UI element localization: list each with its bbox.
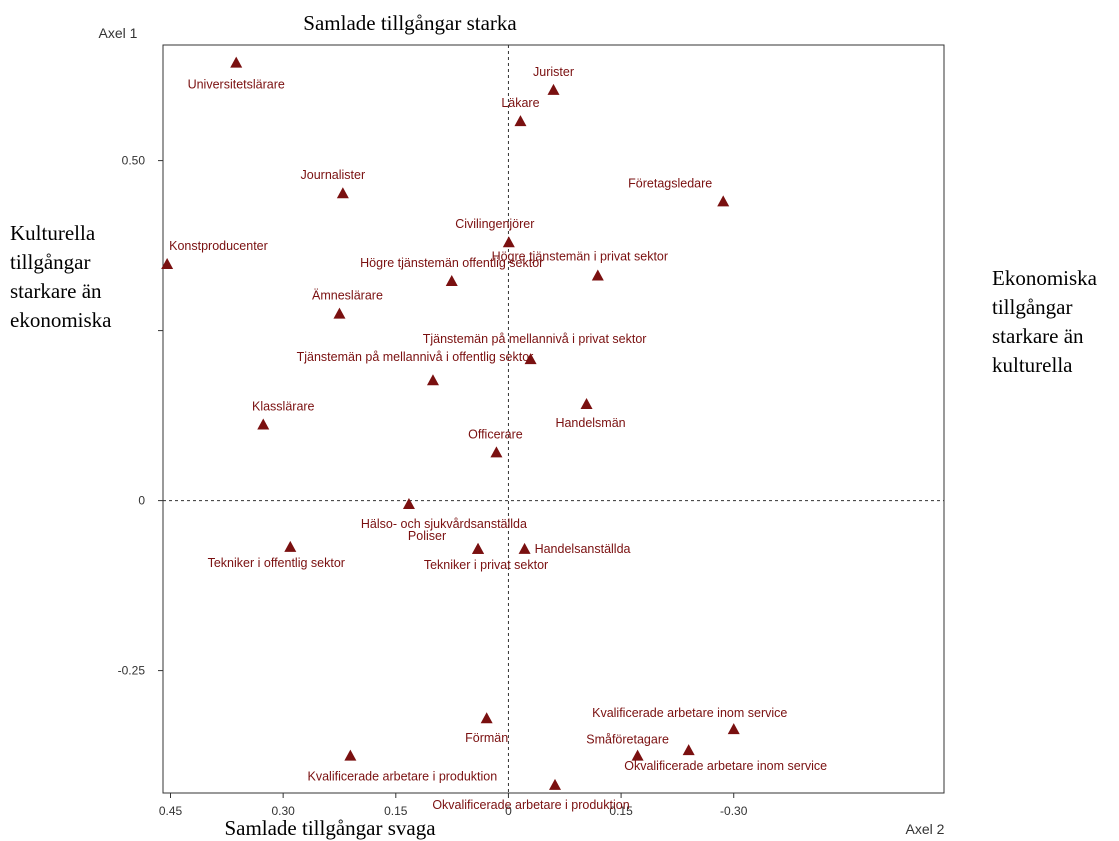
data-point-label: Universitetslärare <box>188 78 285 92</box>
plot-frame <box>162 44 945 794</box>
x-tick-label: 0 <box>505 804 512 818</box>
data-point <box>549 778 562 790</box>
data-point-label: Läkare <box>501 96 539 110</box>
data-point-label: Civilingenjörer <box>455 217 534 231</box>
data-point-label: Okvalificerade arbetare i produktion <box>432 798 629 812</box>
data-point <box>591 269 604 281</box>
data-point <box>230 56 243 68</box>
data-point-label: Småföretagare <box>586 733 669 747</box>
annotation-left-line: Kulturella <box>10 221 96 245</box>
point-layer <box>161 56 740 790</box>
x-tick-label: 0.30 <box>271 804 295 818</box>
data-point <box>426 374 439 386</box>
y-tick-label: 0 <box>138 494 145 508</box>
data-point <box>514 115 527 127</box>
data-point-label: Handelsanställda <box>535 542 631 556</box>
data-point-label: Okvalificerade arbetare inom service <box>624 759 827 773</box>
data-point-label: Poliser <box>408 529 446 543</box>
data-point-label: Tjänstemän på mellannivå i privat sektor <box>423 332 647 346</box>
data-point <box>344 749 357 761</box>
y-axis-name: Axel 1 <box>99 25 138 41</box>
annotation-layer: Axel 1 Axel 2 Samlade tillgångar starka Sam… <box>10 11 1098 840</box>
data-point-label: Högre tjänstemän offentlig sektor <box>360 256 543 270</box>
annotation-right-line: tillgångar <box>992 295 1072 319</box>
data-point-label: Klasslärare <box>252 399 315 413</box>
annotation-right-line: kulturella <box>992 353 1073 377</box>
data-point <box>402 498 415 509</box>
annotation-left-line: tillgångar <box>10 250 90 274</box>
data-point-label: Högre tjänstemän i privat sektor <box>492 250 668 264</box>
data-point-label: Kvalificerade arbetare i produktion <box>308 770 498 784</box>
data-point <box>472 542 485 554</box>
data-point <box>257 418 270 430</box>
x-tick-label: 0.15 <box>384 804 408 818</box>
data-point-label: Kvalificerade arbetare inom service <box>592 706 787 720</box>
plot-frame-layer <box>162 44 945 794</box>
data-point-label: Förmän <box>465 731 508 745</box>
data-point-label: Konstproducenter <box>169 239 268 253</box>
annotation-right-line: starkare än <box>992 324 1084 348</box>
data-point-label: Officerare <box>468 427 523 441</box>
data-point <box>490 446 503 458</box>
data-point <box>524 353 537 365</box>
data-point-label: Tjänstemän på mellannivå i offentlig sek… <box>297 350 534 364</box>
data-point-label: Tekniker i privat sektor <box>424 558 548 572</box>
x-tick-label: -0.30 <box>720 804 748 818</box>
data-point-label: Företagsledare <box>628 176 712 190</box>
data-point-label: Ämneslärare <box>312 289 383 303</box>
data-point <box>717 195 730 207</box>
x-axis-name: Axel 2 <box>906 821 945 837</box>
data-point <box>580 398 593 410</box>
data-point-label: Journalister <box>301 168 366 182</box>
data-point-label: Tekniker i offentlig sektor <box>208 556 345 570</box>
x-tick-label: 0.45 <box>159 804 183 818</box>
data-point <box>480 712 493 724</box>
x-tick-label: 0.15 <box>609 804 633 818</box>
y-tick-label: 0.50 <box>122 154 146 168</box>
data-point <box>502 236 515 248</box>
data-point-label: Hälso- och sjukvårdsanställda <box>361 517 527 531</box>
data-point-label: Jurister <box>533 65 574 79</box>
annotation-bottom: Samlade tillgångar svaga <box>224 816 436 840</box>
data-point-label: Handelsmän <box>555 416 625 430</box>
data-point <box>336 187 349 199</box>
data-point <box>284 540 297 552</box>
data-point <box>445 274 458 286</box>
annotation-right-line: Ekonomiska <box>992 266 1098 290</box>
data-point <box>682 744 695 756</box>
data-point <box>631 749 644 761</box>
data-point <box>727 723 740 735</box>
y-tick-label: -0.25 <box>118 664 146 678</box>
data-point <box>333 307 346 319</box>
annotation-left-line: ekonomiska <box>10 308 112 332</box>
data-point <box>547 83 560 95</box>
annotation-left-line: starkare än <box>10 279 102 303</box>
annotation-top: Samlade tillgångar starka <box>303 11 517 35</box>
tick-layer: 0.50 0 -0.25 0.45 0.30 0.15 0 0.15 -0.30 <box>118 154 748 818</box>
data-point <box>518 542 531 554</box>
data-point <box>161 257 174 269</box>
